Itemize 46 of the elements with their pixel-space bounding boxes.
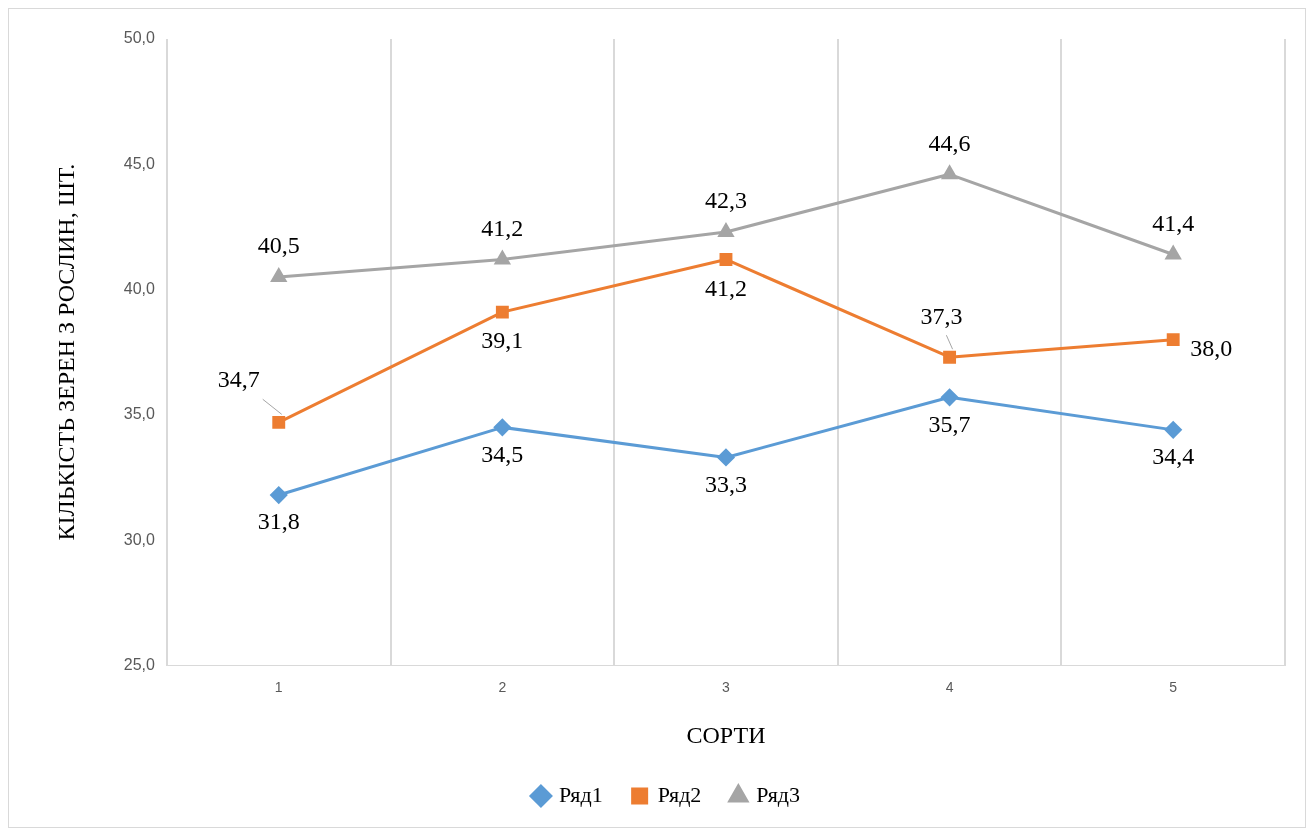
y-tick-label: 30,0 bbox=[123, 530, 156, 548]
data-label: 34,4 bbox=[1152, 443, 1195, 470]
data-label: 41,2 bbox=[481, 214, 524, 241]
data-label: 41,4 bbox=[1152, 209, 1195, 236]
point bbox=[270, 486, 288, 504]
point bbox=[943, 350, 957, 364]
x-axis-title: СОРТИ bbox=[686, 721, 766, 748]
y-tick-label: 35,0 bbox=[123, 405, 156, 423]
data-label: 44,6 bbox=[928, 129, 971, 156]
point bbox=[941, 388, 959, 406]
data-label: 40,5 bbox=[257, 232, 300, 259]
x-tick-label: 1 bbox=[274, 678, 283, 695]
x-tick-label: 2 bbox=[498, 678, 507, 695]
x-tick-label: 3 bbox=[722, 678, 731, 695]
data-label: 38,0 bbox=[1190, 334, 1233, 361]
data-label: 34,7 bbox=[217, 365, 260, 392]
x-tick-label: 5 bbox=[1169, 678, 1178, 695]
point bbox=[271, 268, 287, 283]
y-tick-label: 50,0 bbox=[123, 29, 156, 47]
legend-label: Ряд1 bbox=[558, 781, 603, 807]
point bbox=[495, 305, 509, 319]
point bbox=[493, 418, 511, 436]
point bbox=[494, 250, 510, 265]
point bbox=[718, 223, 734, 237]
y-axis-title: КІЛЬКІСТЬ ЗЕРЕН З РОСЛИН, ШТ. bbox=[52, 163, 79, 541]
point bbox=[942, 165, 958, 180]
data-label: 39,1 bbox=[481, 327, 524, 354]
x-tick-label: 4 bbox=[945, 678, 954, 695]
y-tick-label: 45,0 bbox=[123, 154, 156, 172]
point bbox=[1164, 421, 1182, 439]
legend-label: Ряд3 bbox=[756, 781, 801, 807]
point bbox=[1166, 333, 1180, 347]
data-label: 34,5 bbox=[481, 440, 524, 467]
data-label: 41,2 bbox=[704, 274, 747, 301]
data-label: 35,7 bbox=[928, 410, 971, 437]
point bbox=[1165, 245, 1181, 260]
y-tick-label: 25,0 bbox=[123, 655, 156, 673]
point bbox=[719, 253, 733, 266]
point bbox=[717, 448, 735, 466]
data-label: 33,3 bbox=[704, 470, 747, 497]
data-label: 37,3 bbox=[920, 302, 963, 329]
y-tick-label: 40,0 bbox=[123, 279, 156, 297]
data-label: 42,3 bbox=[704, 187, 747, 214]
point bbox=[272, 415, 286, 429]
legend-label: Ряд2 bbox=[657, 781, 702, 807]
data-label: 31,8 bbox=[257, 508, 300, 535]
